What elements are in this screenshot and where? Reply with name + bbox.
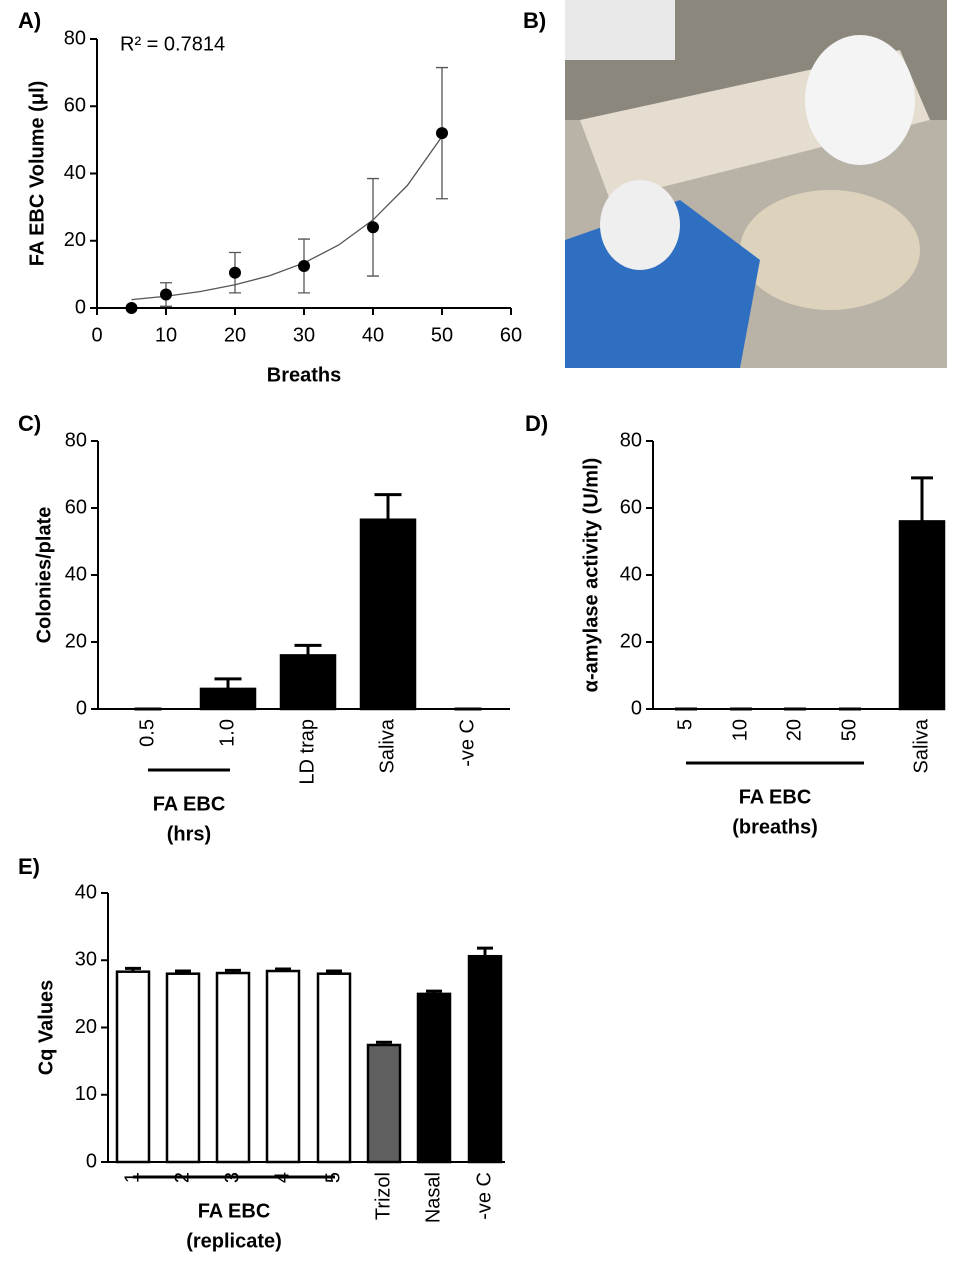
- error-bar: [911, 476, 933, 522]
- x-tick-label: 20: [783, 719, 805, 741]
- bar: [366, 1043, 402, 1164]
- bar: [215, 971, 251, 1164]
- bar: [898, 520, 946, 711]
- x-tick-label: Trizol: [372, 1172, 394, 1220]
- x-tick-label: -ve C: [456, 719, 478, 767]
- bar: [265, 969, 301, 1164]
- error-bar: [477, 946, 493, 957]
- y-axis-label: Cq Values: [35, 980, 57, 1076]
- bar: [165, 972, 201, 1164]
- x-tick-label: 20: [224, 324, 246, 346]
- group-label: FA EBC: [153, 793, 226, 815]
- y-tick-label: 60: [620, 496, 642, 518]
- x-axis-label: Breaths: [267, 364, 341, 386]
- group-label: (hrs): [167, 823, 211, 845]
- data-point: [367, 221, 379, 234]
- y-axis-label: α-amylase activity (U/ml): [580, 458, 602, 693]
- bar: [359, 518, 417, 711]
- y-axis-label: FA EBC Volume (μl): [26, 81, 48, 267]
- x-tick-label: Nasal: [422, 1172, 444, 1223]
- y-tick-label: 30: [75, 949, 97, 971]
- panel-label: E): [18, 854, 40, 879]
- data-point: [229, 266, 241, 279]
- photo-tube-end: [600, 180, 680, 270]
- panel-label: C): [18, 411, 41, 436]
- error-bar: [214, 677, 242, 689]
- group-label: (replicate): [186, 1230, 282, 1252]
- bar: [316, 972, 352, 1164]
- bar: [416, 992, 452, 1164]
- y-tick-label: 20: [64, 229, 86, 251]
- x-tick-label: Saliva: [376, 718, 398, 773]
- bar: [467, 954, 503, 1164]
- x-tick-label: Saliva: [910, 718, 932, 773]
- photo-tube-end: [805, 35, 915, 165]
- y-tick-label: 80: [64, 27, 86, 49]
- panel-label: B): [523, 8, 546, 33]
- y-tick-label: 20: [620, 630, 642, 652]
- y-tick-label: 0: [631, 697, 642, 719]
- x-tick-label: 40: [362, 324, 384, 346]
- y-tick-label: 40: [75, 881, 97, 903]
- y-tick-label: 0: [75, 296, 86, 318]
- group-label: (breaths): [732, 816, 818, 838]
- fit-curve: [131, 136, 443, 301]
- y-tick-label: 60: [64, 95, 86, 117]
- x-tick-label: 10: [155, 324, 177, 346]
- y-tick-label: 80: [65, 429, 87, 451]
- y-tick-label: 0: [76, 697, 87, 719]
- x-tick-label: 1: [121, 1172, 143, 1183]
- y-axis-label: Colonies/plate: [33, 507, 55, 644]
- x-tick-label: 0: [91, 324, 102, 346]
- photo-cap: [740, 190, 920, 310]
- x-tick-label: 5: [674, 719, 696, 730]
- x-tick-label: LD trap: [296, 719, 318, 785]
- data-point: [298, 259, 310, 272]
- data-point: [160, 288, 172, 301]
- y-tick-label: 60: [65, 496, 87, 518]
- error-bar: [294, 643, 322, 656]
- annotation: R² = 0.7814: [120, 33, 225, 55]
- group-label: FA EBC: [198, 1200, 271, 1222]
- panel-label: D): [525, 411, 548, 436]
- y-tick-label: 80: [620, 429, 642, 451]
- photo-device: [565, 0, 675, 60]
- bar: [199, 687, 257, 711]
- bar: [279, 654, 337, 711]
- group-label: FA EBC: [739, 786, 812, 808]
- y-tick-label: 0: [86, 1150, 97, 1172]
- data-point: [436, 127, 448, 140]
- bar: [115, 970, 151, 1164]
- photo: [565, 0, 947, 368]
- x-tick-label: 10: [729, 719, 751, 741]
- y-tick-label: 10: [75, 1083, 97, 1105]
- x-tick-label: 50: [431, 324, 453, 346]
- x-tick-label: -ve C: [473, 1172, 495, 1220]
- data-point: [125, 302, 138, 314]
- x-tick-label: 30: [293, 324, 315, 346]
- y-tick-label: 40: [65, 563, 87, 585]
- x-tick-label: 60: [500, 324, 522, 346]
- y-tick-label: 40: [620, 563, 642, 585]
- y-tick-label: 40: [64, 162, 86, 184]
- x-tick-label: 1.0: [216, 719, 238, 747]
- x-tick-label: 0.5: [136, 719, 158, 747]
- y-tick-label: 20: [75, 1016, 97, 1038]
- x-tick-label: 50: [838, 719, 860, 741]
- panel-label: A): [18, 8, 41, 33]
- error-bar: [374, 493, 402, 520]
- y-tick-label: 20: [65, 630, 87, 652]
